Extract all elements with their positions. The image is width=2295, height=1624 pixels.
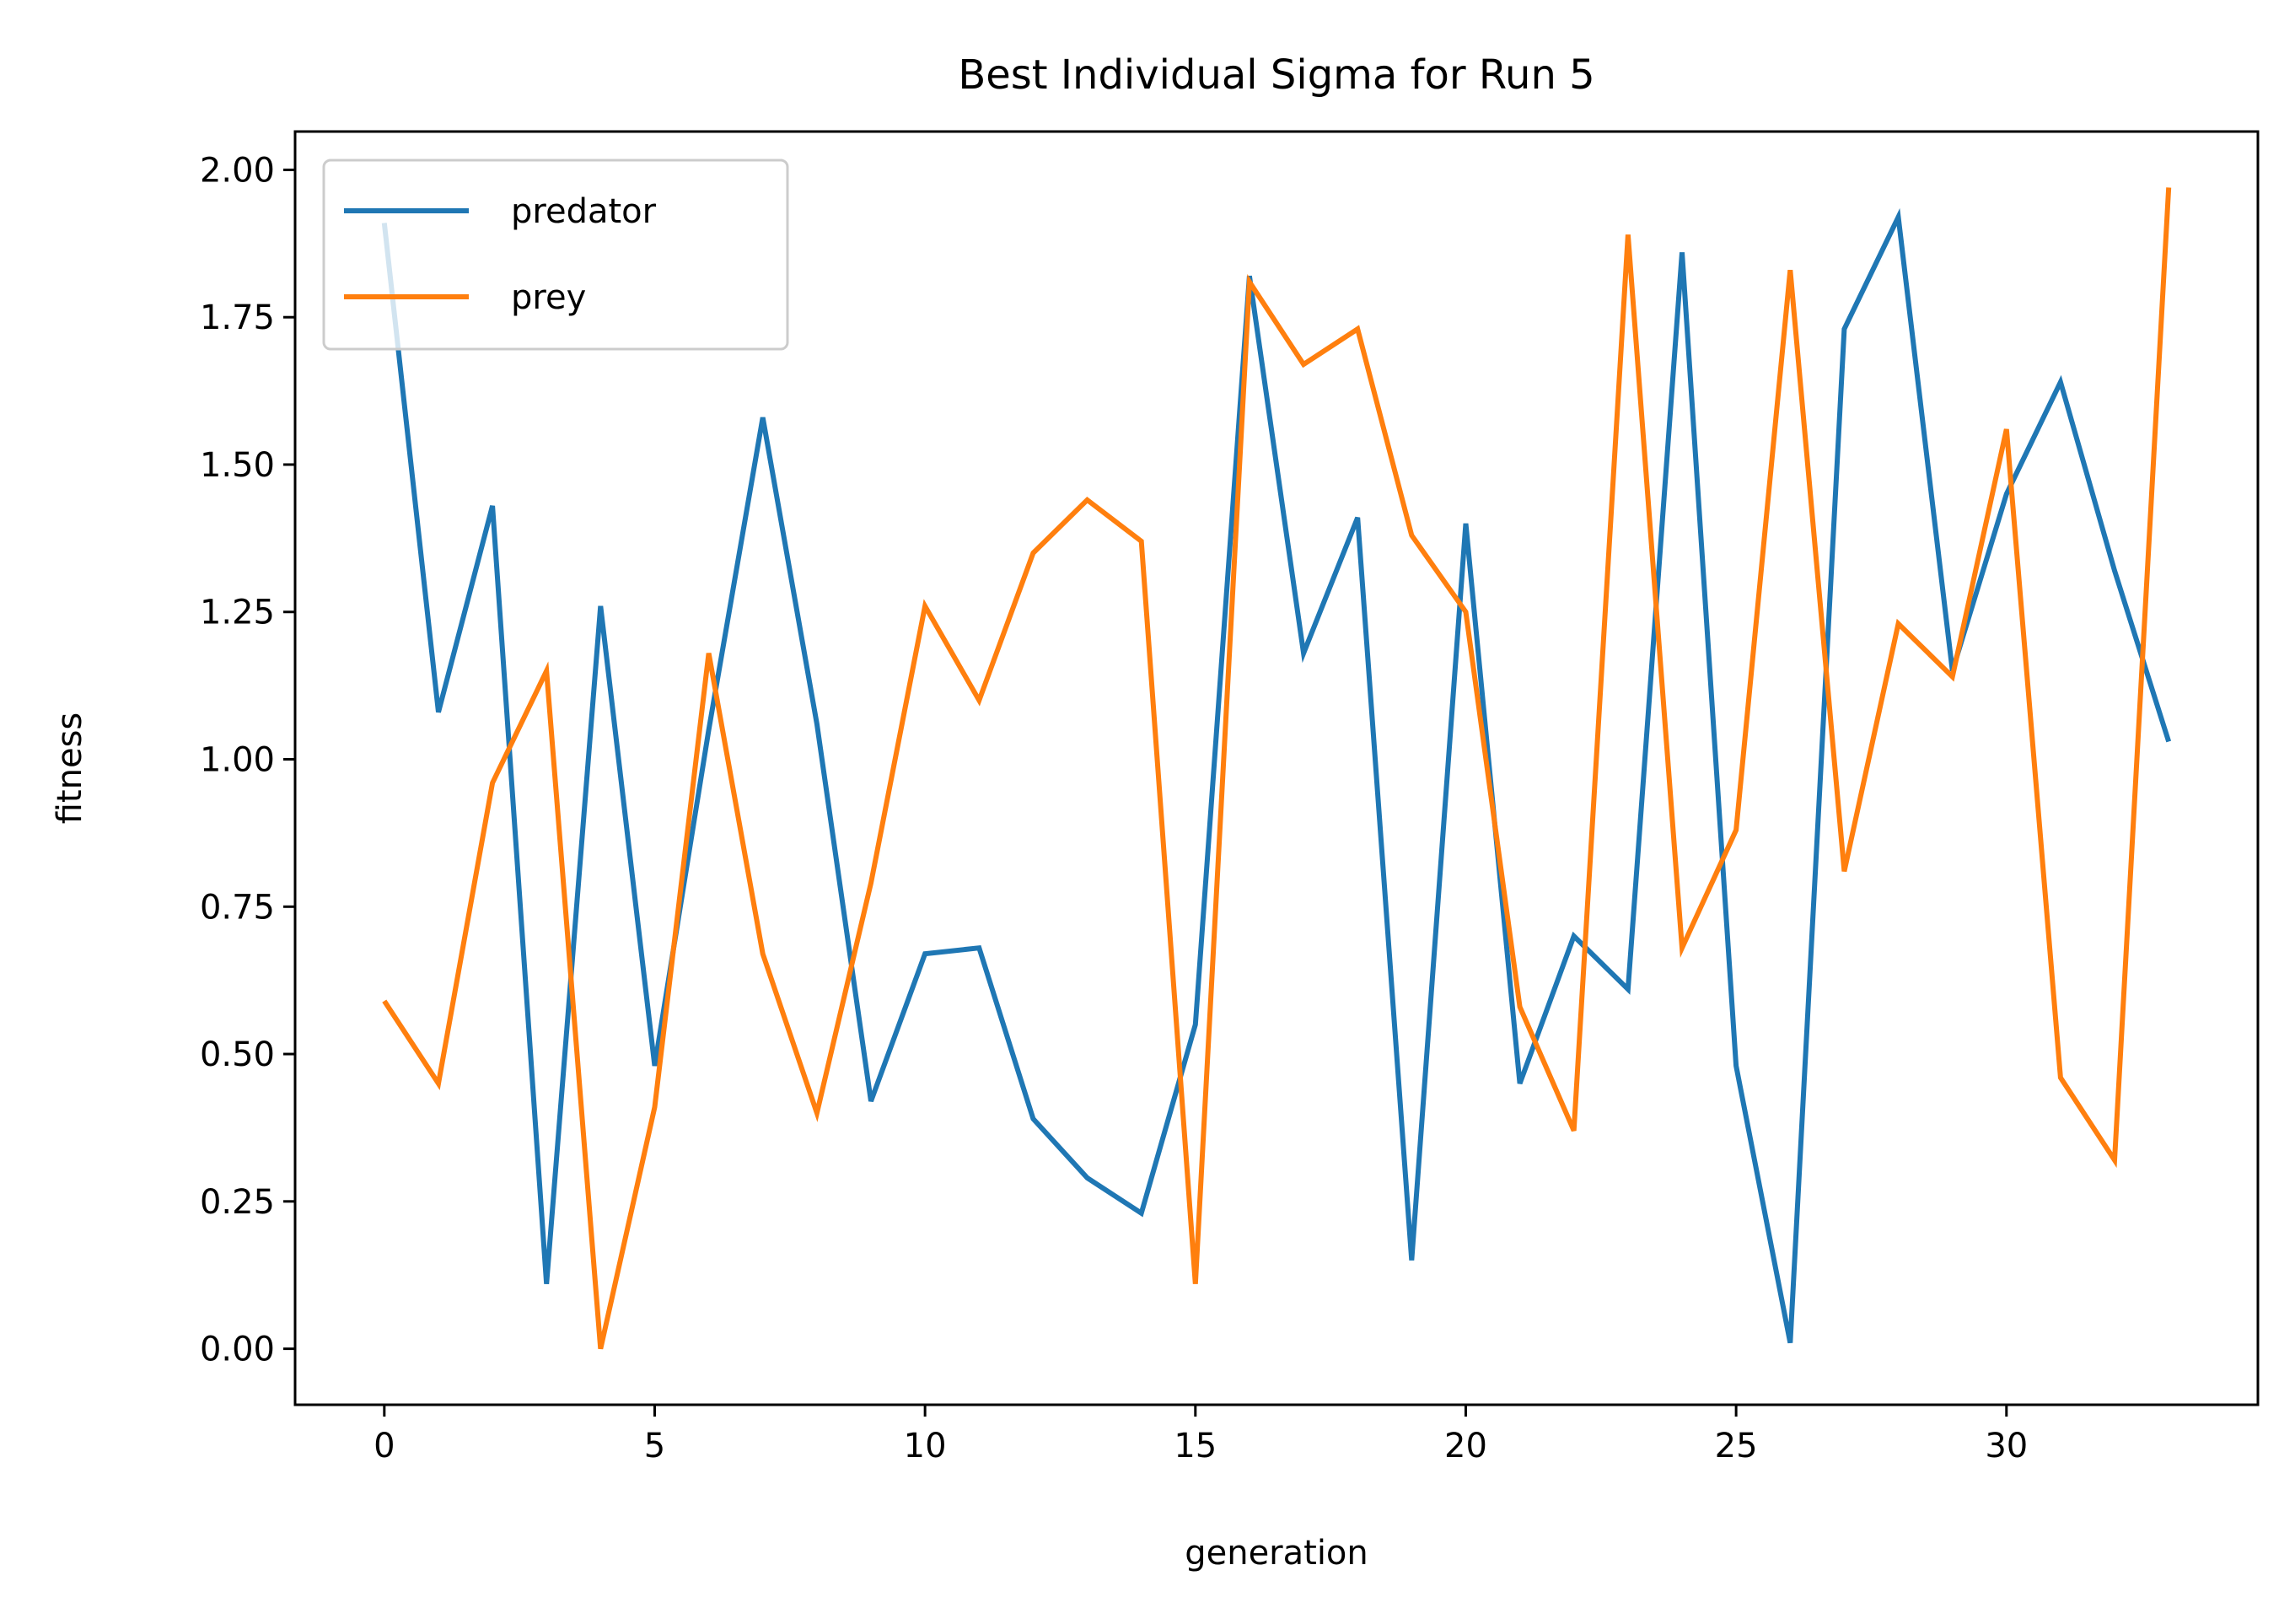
y-tick-label: 1.75: [200, 298, 275, 337]
x-axis-label: generation: [1185, 1534, 1368, 1573]
x-axis: 0 5 10 15 20 25 30: [374, 1405, 2028, 1465]
x-tick-label: 10: [904, 1427, 947, 1465]
y-tick-label: 0.00: [200, 1331, 275, 1369]
y-axis-label: fitness: [51, 713, 89, 825]
x-tick-label: 15: [1174, 1427, 1217, 1465]
y-tick-label: 0.75: [200, 888, 275, 927]
y-tick-label: 1.50: [200, 446, 275, 485]
legend-box: [322, 159, 789, 351]
series-line-prey: [382, 187, 2172, 1350]
x-tick-label: 20: [1444, 1427, 1487, 1465]
series-layer: [381, 187, 2172, 1350]
y-tick-label: 0.50: [200, 1035, 275, 1074]
x-tick-label: 5: [644, 1427, 665, 1465]
y-axis: 0.00 0.25 0.50 0.75 1.00 1.25 1.50 1.75 2.00: [200, 151, 295, 1369]
x-tick-label: 25: [1715, 1427, 1758, 1465]
y-tick-label: 1.25: [200, 594, 275, 632]
legend-label-predator: predator: [511, 192, 657, 231]
y-tick-label: 0.25: [200, 1183, 275, 1222]
y-tick-label: 1.00: [200, 741, 275, 780]
y-tick-label: 2.00: [200, 151, 275, 190]
plot-frame: [293, 130, 2260, 1406]
x-tick-label: 0: [374, 1427, 395, 1465]
legend-label-prey: prey: [511, 278, 586, 317]
legend: predator prey: [322, 159, 789, 351]
chart-title: Best Individual Sigma for Run 5: [958, 51, 1594, 99]
x-tick-label: 30: [1985, 1427, 2028, 1465]
